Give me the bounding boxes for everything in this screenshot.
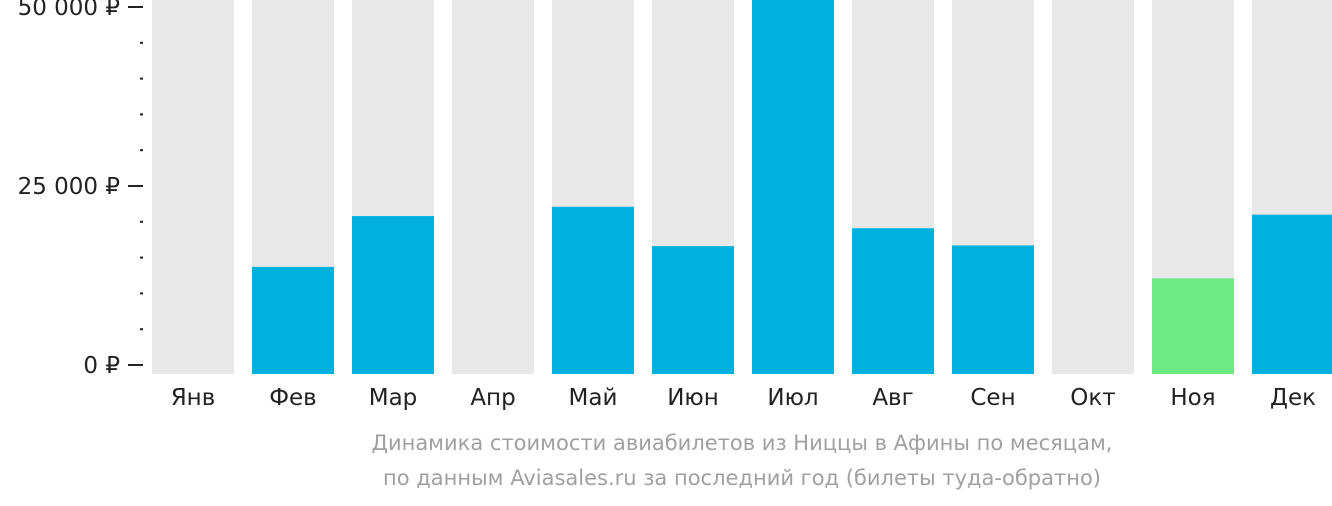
x-tick-label: Окт — [1070, 385, 1115, 411]
bar — [952, 245, 1034, 374]
x-tick-label: Сен — [970, 385, 1015, 411]
x-tick-label: Апр — [470, 385, 515, 411]
bar — [752, 0, 834, 374]
x-tick-label: Ноя — [1170, 385, 1215, 411]
bar — [1152, 278, 1234, 374]
bar — [852, 228, 934, 374]
bar — [352, 216, 434, 374]
x-tick-label: Май — [569, 385, 618, 411]
x-tick-label: Дек — [1270, 385, 1316, 411]
y-tick-label: 25 000 ₽ — [18, 174, 120, 200]
y-tick-label: 0 ₽ — [83, 353, 120, 379]
chart-caption-line-1: Динамика стоимости авиабилетов из Ниццы … — [371, 431, 1113, 455]
bar — [552, 206, 634, 374]
bar-background — [152, 0, 234, 374]
x-tick-label: Фев — [269, 385, 317, 411]
x-tick-label: Авг — [872, 385, 913, 411]
chart-caption-line-2: по данным Aviasales.ru за последний год … — [383, 466, 1101, 490]
bar — [652, 246, 734, 374]
bar — [252, 266, 334, 374]
bar-background — [452, 0, 534, 374]
bar — [1252, 214, 1332, 374]
x-tick-label: Янв — [171, 385, 216, 411]
x-tick-label: Июл — [767, 385, 818, 411]
y-tick-label: 50 000 ₽ — [18, 0, 120, 21]
x-tick-label: Мар — [369, 385, 418, 411]
bar-background — [1052, 0, 1134, 374]
x-tick-label: Июн — [667, 385, 719, 411]
